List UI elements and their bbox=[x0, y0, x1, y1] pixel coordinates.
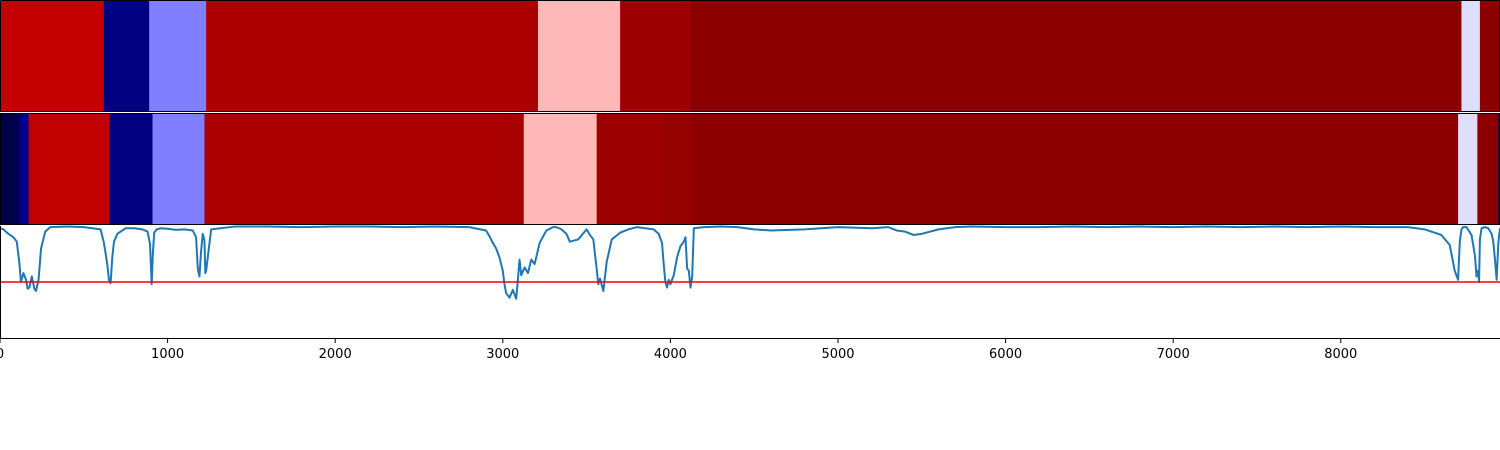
heatmap-track-1 bbox=[0, 1, 1500, 111]
x-tick-label: 6000 bbox=[989, 347, 1022, 362]
heatmap-cell bbox=[504, 114, 525, 225]
x-tick-label: 8000 bbox=[1324, 347, 1357, 362]
heatmap-cell bbox=[690, 1, 1463, 111]
x-tick-label: 0 bbox=[0, 347, 4, 362]
x-tick-label: 3000 bbox=[486, 347, 519, 362]
score-series-line bbox=[0, 225, 1500, 300]
heatmap-cell bbox=[663, 114, 693, 225]
heatmap-cell bbox=[692, 114, 1459, 225]
heatmap-cell bbox=[620, 1, 692, 111]
x-tick-label: 7000 bbox=[1157, 347, 1190, 362]
x-axis-ticks: 0 1000 2000 3000 4000 5000 6000 7000 8000 bbox=[0, 338, 1357, 362]
heatmap-cell bbox=[1458, 114, 1478, 225]
x-tick-label: 1000 bbox=[151, 347, 184, 362]
heatmap-cell bbox=[206, 1, 539, 111]
x-tick-label: 2000 bbox=[319, 347, 352, 362]
heatmap-cell bbox=[1479, 1, 1500, 111]
heatmap-cell bbox=[109, 114, 154, 225]
heatmap-cell bbox=[28, 114, 111, 225]
line-plot-axes bbox=[0, 225, 1500, 300]
heatmap-cell bbox=[19, 114, 30, 225]
heatmap-cell bbox=[1461, 1, 1481, 111]
heatmap-track-2 bbox=[0, 114, 1500, 225]
heatmap-cell bbox=[523, 114, 598, 225]
heatmap-cell bbox=[0, 1, 105, 111]
heatmap-cell bbox=[149, 1, 207, 111]
heatmap-cell bbox=[0, 114, 20, 225]
heatmap-cell bbox=[1477, 114, 1499, 225]
heatmap-cell bbox=[537, 1, 621, 111]
x-tick-label: 4000 bbox=[654, 347, 687, 362]
x-tick-label: 5000 bbox=[821, 347, 854, 362]
heatmap-cell bbox=[596, 114, 665, 225]
heatmap-cell bbox=[103, 1, 150, 111]
heatmap-cell bbox=[204, 114, 506, 225]
heatmap-cell bbox=[152, 114, 206, 225]
